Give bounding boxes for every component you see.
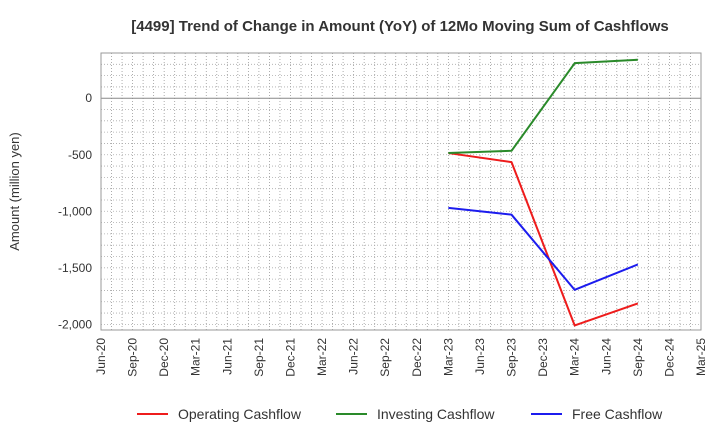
- chart-legend: Operating Cashflow Investing Cashflow Free…: [137, 406, 663, 422]
- y-axis-label: Amount (million yen): [7, 132, 22, 251]
- series-line: [448, 206, 639, 291]
- x-tick-label: Mar-22: [315, 338, 329, 376]
- plot-area: [100, 52, 702, 331]
- x-tick-label: Dec-22: [410, 338, 424, 377]
- y-tick-label: 0: [85, 91, 92, 105]
- chart-grid: [100, 52, 702, 330]
- y-tick-label: -1,500: [58, 261, 92, 275]
- chart-series: [448, 58, 639, 327]
- x-tick-label: Jun-22: [347, 338, 361, 375]
- x-tick-label: Mar-25: [694, 338, 708, 376]
- x-tick-label: Sep-21: [252, 338, 266, 377]
- y-axis-ticks: 0 -500 -1,000 -1,500 -2,000: [58, 91, 92, 331]
- series-line: [448, 152, 639, 327]
- x-tick-label: Dec-21: [283, 338, 297, 377]
- x-tick-label: Jun-24: [599, 338, 613, 375]
- x-tick-label: Sep-20: [126, 338, 140, 377]
- x-tick-label: Sep-22: [378, 338, 392, 377]
- x-tick-label: Dec-23: [536, 338, 550, 377]
- legend-label: Free Cashflow: [572, 406, 663, 422]
- x-axis-ticks: Jun-20 Sep-20 Dec-20 Mar-21 Jun-21 Sep-21 Dec-…: [94, 338, 708, 377]
- legend-label: Operating Cashflow: [178, 406, 302, 422]
- x-tick-label: Jun-21: [220, 338, 234, 375]
- x-tick-label: Mar-23: [441, 338, 455, 376]
- legend-label: Investing Cashflow: [377, 406, 495, 422]
- x-tick-label: Sep-24: [631, 338, 645, 377]
- x-tick-label: Mar-21: [189, 338, 203, 376]
- chart-title: [4499] Trend of Change in Amount (YoY) o…: [131, 18, 669, 35]
- y-tick-label: -2,000: [58, 317, 92, 331]
- x-tick-label: Sep-23: [505, 338, 519, 377]
- y-tick-label: -1,000: [58, 204, 92, 218]
- x-tick-label: Mar-24: [568, 338, 582, 376]
- x-tick-label: Jun-23: [473, 338, 487, 375]
- x-tick-label: Dec-24: [662, 338, 676, 377]
- series-line: [448, 58, 638, 155]
- x-tick-label: Dec-20: [157, 338, 171, 377]
- y-tick-label: -500: [68, 148, 92, 162]
- x-tick-label: Jun-20: [94, 338, 108, 375]
